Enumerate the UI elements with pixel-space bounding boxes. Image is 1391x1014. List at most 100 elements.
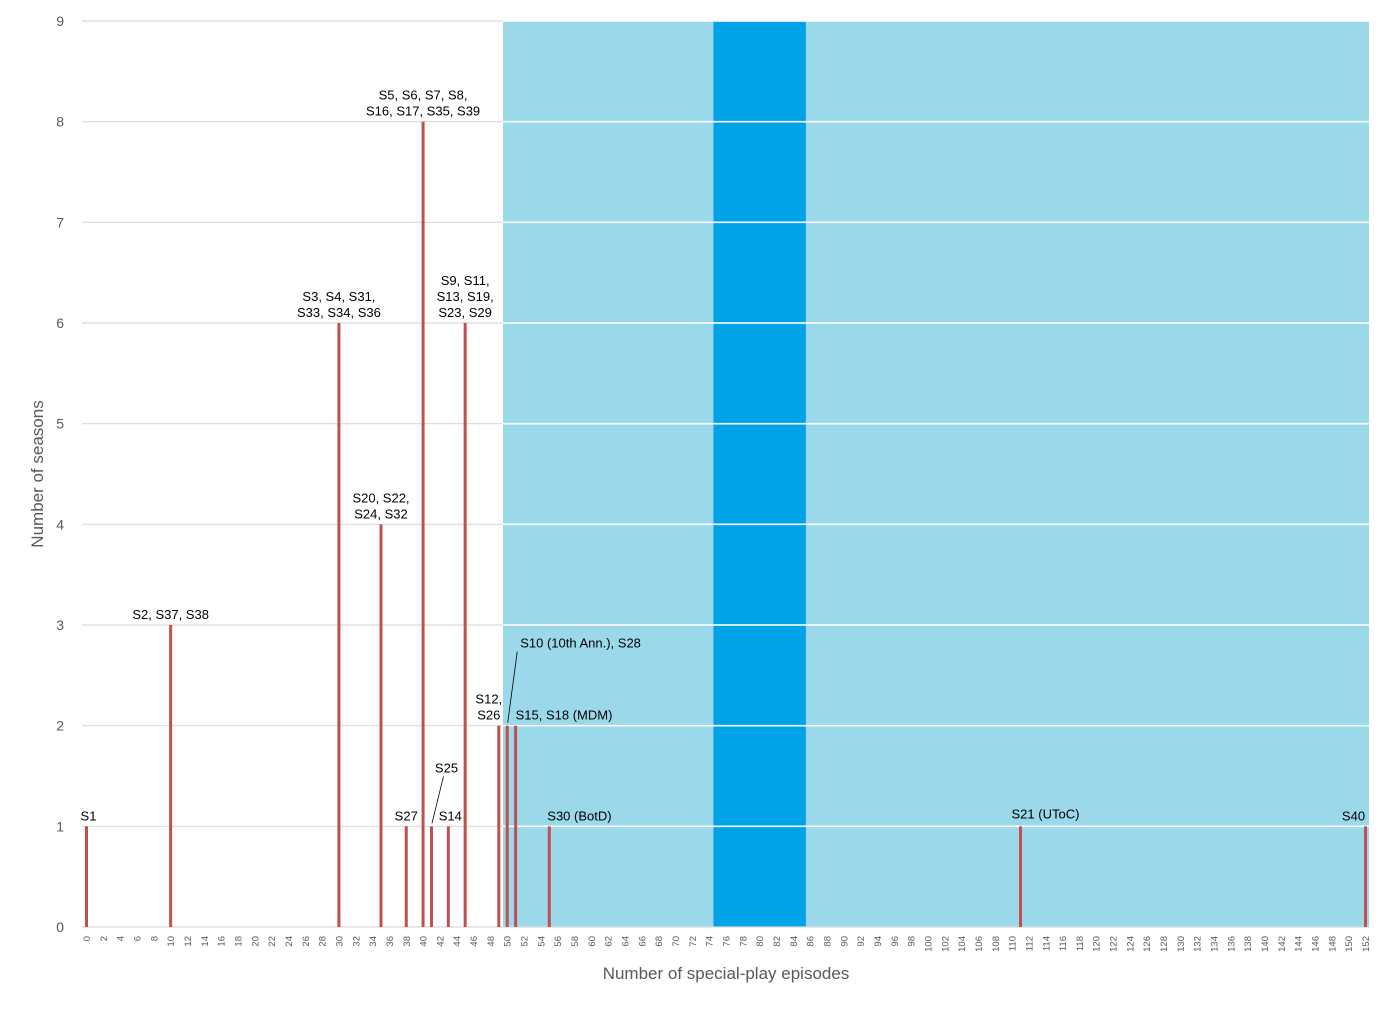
shaded-range-2	[713, 21, 806, 927]
y-tick-label-3: 3	[56, 617, 64, 633]
bar-x-111	[1019, 826, 1023, 927]
x-axis-title: Number of special-play episodes	[603, 964, 850, 983]
bar-x-35	[379, 524, 383, 927]
bar-x-45	[463, 323, 467, 927]
data-label-line: S15, S18 (MDM)	[516, 708, 613, 723]
x-tick-label-88: 88	[822, 936, 833, 947]
x-tick-label-62: 62	[604, 936, 615, 947]
data-label-x-30: S3, S4, S31, S33, S34, S36	[297, 289, 381, 320]
x-tick-label-38: 38	[402, 936, 413, 947]
x-tick-label-138: 138	[1243, 936, 1254, 952]
x-tick-label-24: 24	[284, 936, 295, 947]
data-label-line: S33, S34, S36	[297, 305, 381, 320]
x-tick-label-66: 66	[637, 936, 648, 947]
data-label-line: S12,	[475, 692, 502, 707]
data-label-line: S1	[81, 808, 97, 823]
y-tick-label-4: 4	[56, 516, 64, 532]
bar-x-50	[505, 725, 509, 927]
x-tick-label-68: 68	[654, 936, 665, 947]
x-tick-label-6: 6	[132, 936, 143, 941]
x-tick-label-128: 128	[1159, 936, 1170, 952]
x-tick-label-16: 16	[217, 936, 228, 947]
x-tick-label-76: 76	[722, 936, 733, 947]
x-tick-label-34: 34	[368, 936, 379, 947]
bar-x-38	[404, 826, 408, 927]
x-tick-label-132: 132	[1193, 936, 1204, 952]
bars	[85, 121, 1367, 927]
bar-x-40	[421, 121, 425, 927]
shaded-range-1	[503, 21, 714, 927]
data-label-line: S27	[395, 808, 418, 823]
x-tick-label-124: 124	[1125, 936, 1136, 952]
data-label-x-111: S21 (UToC)	[1012, 806, 1080, 821]
data-label-line: S14	[439, 808, 462, 823]
bar-x-41	[429, 826, 433, 927]
data-label-line: S16, S17, S35, S39	[366, 104, 480, 119]
x-tick-label-148: 148	[1327, 936, 1338, 952]
x-tick-label-146: 146	[1311, 936, 1322, 952]
bar-x-43	[446, 826, 450, 927]
x-tick-label-102: 102	[940, 936, 951, 952]
x-tick-label-26: 26	[301, 936, 312, 947]
y-tick-label-2: 2	[56, 718, 64, 734]
x-tick-label-134: 134	[1210, 936, 1221, 952]
x-tick-label-0: 0	[82, 936, 93, 941]
x-tick-label-64: 64	[621, 936, 632, 947]
x-tick-label-2: 2	[99, 936, 110, 941]
data-label-x-152: S40	[1342, 808, 1365, 823]
x-tick-label-50: 50	[503, 936, 514, 947]
y-tick-label-9: 9	[56, 13, 64, 29]
x-tick-label-60: 60	[587, 936, 598, 947]
data-label-line: S40	[1342, 808, 1365, 823]
bar-x-0	[85, 826, 88, 927]
bar-x-51	[514, 725, 518, 927]
data-label-line: S30 (BotD)	[547, 808, 611, 823]
shaded-range-3	[805, 21, 1369, 927]
data-label-x-41: S25	[435, 760, 458, 775]
x-tick-label-152: 152	[1361, 936, 1372, 952]
x-tick-label-10: 10	[166, 936, 177, 947]
x-tick-label-120: 120	[1092, 936, 1103, 952]
x-tick-label-118: 118	[1075, 936, 1086, 951]
data-label-line: S25	[435, 760, 458, 775]
gridlines	[82, 20, 1369, 928]
y-tick-label-7: 7	[56, 214, 64, 230]
data-label-line: S3, S4, S31,	[302, 289, 375, 304]
x-tick-label-20: 20	[250, 936, 261, 947]
x-tick-label-46: 46	[469, 936, 480, 947]
x-tick-label-98: 98	[907, 936, 918, 947]
x-tick-label-90: 90	[839, 936, 850, 947]
bar-x-152	[1364, 826, 1367, 927]
x-tick-label-48: 48	[486, 936, 497, 947]
x-tick-label-130: 130	[1176, 936, 1187, 952]
data-label-x-50: S10 (10th Ann.), S28	[520, 636, 641, 651]
data-label-line: S13, S19,	[437, 289, 494, 304]
x-tick-label-116: 116	[1058, 936, 1069, 951]
data-label-line: S21 (UToC)	[1012, 806, 1080, 821]
data-label-x-40: S5, S6, S7, S8, S16, S17, S35, S39	[366, 88, 480, 119]
data-label-x-51: S15, S18 (MDM)	[516, 708, 613, 723]
x-tick-label-108: 108	[991, 936, 1002, 952]
data-label-line: S20, S22,	[352, 490, 409, 505]
x-tick-label-122: 122	[1109, 936, 1120, 952]
bar-x-10	[169, 625, 173, 927]
bar-x-55	[547, 826, 551, 927]
x-tick-label-56: 56	[553, 936, 564, 947]
bar-x-49	[497, 725, 501, 927]
x-tick-label-42: 42	[435, 936, 446, 947]
x-tick-label-84: 84	[789, 936, 800, 947]
shaded-ranges	[503, 21, 1369, 927]
x-tick-label-54: 54	[536, 936, 547, 947]
x-tick-label-14: 14	[200, 936, 211, 947]
x-tick-label-52: 52	[520, 936, 531, 947]
x-tick-label-150: 150	[1344, 936, 1355, 952]
data-label-x-49: S12, S26	[475, 692, 502, 723]
x-tick-label-8: 8	[149, 936, 160, 941]
x-tick-label-126: 126	[1142, 936, 1153, 952]
data-label-x-0: S1	[81, 808, 97, 823]
x-tick-label-4: 4	[116, 936, 127, 941]
x-tick-label-136: 136	[1226, 936, 1237, 952]
y-tick-label-8: 8	[56, 114, 64, 130]
x-tick-label-18: 18	[233, 936, 244, 947]
